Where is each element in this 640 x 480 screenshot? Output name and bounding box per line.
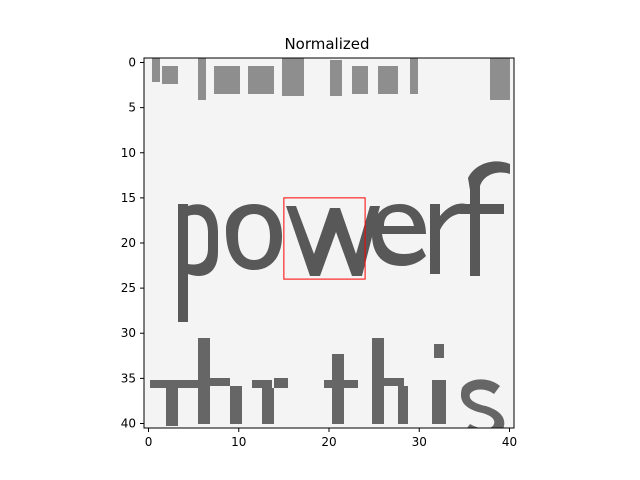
middle-text-fragments [178, 161, 510, 322]
y-tick-label: 10 [121, 146, 136, 160]
y-tick-label: 35 [121, 371, 136, 385]
y-axis: 0 5 10 15 20 25 30 35 40 [121, 56, 144, 430]
x-tick-label: 20 [321, 435, 336, 449]
y-tick-label: 30 [121, 326, 136, 340]
grayscale-image [144, 58, 514, 428]
x-tick-label: 30 [412, 435, 427, 449]
x-tick-label: 0 [145, 435, 153, 449]
top-text-fragments [152, 58, 510, 100]
y-tick-label: 40 [121, 416, 136, 430]
x-axis: 0 10 20 30 40 [145, 428, 517, 449]
pixel-texture [144, 58, 514, 428]
chart-title: Normalized [284, 35, 369, 53]
y-tick-label: 0 [128, 56, 136, 70]
y-tick-label: 5 [128, 101, 136, 115]
x-tick-label: 10 [231, 435, 246, 449]
bottom-text-fragments [150, 338, 505, 428]
y-tick-label: 15 [121, 191, 136, 205]
y-tick-label: 25 [121, 281, 136, 295]
y-tick-label: 20 [121, 236, 136, 250]
highlight-box [283, 197, 366, 280]
x-tick-label: 40 [502, 435, 517, 449]
